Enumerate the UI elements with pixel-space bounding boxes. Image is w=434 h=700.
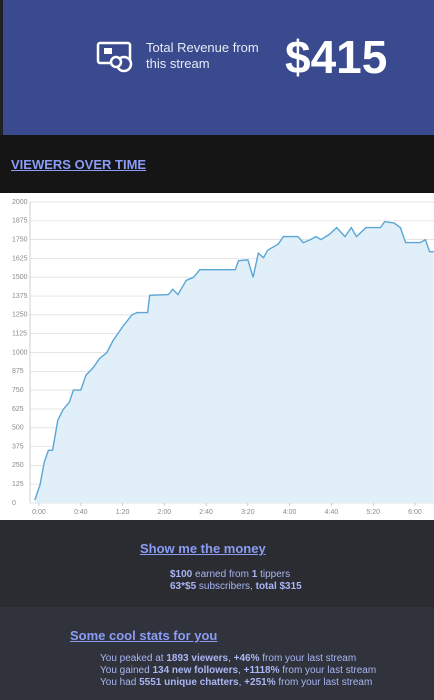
money-text: subscribers, xyxy=(196,581,256,592)
x-tick-label: 3:20 xyxy=(241,509,255,516)
stats-text: from your last stream xyxy=(279,665,377,676)
money-line: $100 earned from 1 tippers xyxy=(170,569,290,580)
money-value: $100 xyxy=(170,569,193,580)
revenue-label: Total Revenue from this stream xyxy=(146,40,259,71)
y-tick-label: 125 xyxy=(12,481,24,488)
money-value: 63*$5 xyxy=(170,581,197,592)
y-tick-label: 0 xyxy=(12,500,16,507)
y-tick-label: 375 xyxy=(12,443,24,450)
money-section: Show me the money $100 earned from 1 tip… xyxy=(0,520,434,607)
x-tick-label: 0:00 xyxy=(32,509,46,516)
y-tick-label: 875 xyxy=(12,368,24,375)
y-tick-label: 1875 xyxy=(12,218,28,225)
stats-section: Some cool stats for you You peaked at 18… xyxy=(0,607,434,700)
stats-value: +1118% xyxy=(243,665,280,676)
x-tick-label: 4:40 xyxy=(325,509,339,516)
line xyxy=(34,220,434,501)
x-tick-label: 4:00 xyxy=(283,509,297,516)
money-icon xyxy=(96,41,133,73)
section-header: VIEWERS OVER TIME xyxy=(0,135,434,193)
stats-text: , xyxy=(238,665,244,676)
x-tick-label: 2:00 xyxy=(158,509,172,516)
stats-value: 5551 unique chatters xyxy=(139,677,239,688)
stats-text: You had xyxy=(100,677,140,688)
area xyxy=(34,221,434,503)
chart: 0 125 250 375 500 625 750 875 1000 1125 1250 1375 15… xyxy=(0,193,434,520)
stats-value: 134 new followers xyxy=(152,665,239,676)
stats-value: +46% xyxy=(233,653,260,664)
stats-text: from your last stream xyxy=(259,653,357,664)
x-tick-label: 6:00 xyxy=(408,509,422,516)
y-tick-label: 1750 xyxy=(12,236,28,243)
stats-line: You had 5551 unique chatters, +251% from… xyxy=(100,677,372,688)
x-tick-label: 0:40 xyxy=(74,509,88,516)
stats-text: from your last stream xyxy=(275,677,373,688)
stats-text: , xyxy=(228,653,234,664)
x-tick-label: 1:20 xyxy=(116,509,130,516)
x-tick-label: 5:20 xyxy=(366,509,380,516)
money-text: tippers xyxy=(257,569,291,580)
y-tick-label: 2000 xyxy=(12,199,28,206)
stats-line: You gained 134 new followers, +1118% fro… xyxy=(100,665,376,676)
y-tick-label: 250 xyxy=(12,462,24,469)
stats-value: +251% xyxy=(244,677,276,688)
y-tick-label: 625 xyxy=(12,406,24,413)
y-tick-label: 1250 xyxy=(12,312,28,319)
y-tick-label: 1500 xyxy=(12,274,28,281)
y-tick-label: 1625 xyxy=(12,255,28,262)
stats-text: You peaked at xyxy=(100,653,167,664)
stats-text: You gained xyxy=(100,665,153,676)
stats-title[interactable]: Some cool stats for you xyxy=(70,628,218,643)
x-tick-label: 2:40 xyxy=(199,509,213,516)
section-title[interactable]: VIEWERS OVER TIME xyxy=(11,157,147,172)
money-line: 63*$5 subscribers, total $315 xyxy=(170,581,302,592)
revenue-amount: $415 xyxy=(285,31,388,83)
money-text: earned from xyxy=(192,569,252,580)
money-value: 1 xyxy=(251,569,258,580)
money-title[interactable]: Show me the money xyxy=(140,541,266,556)
stats-line: You peaked at 1893 viewers, +46% from yo… xyxy=(100,653,356,664)
y-tick-label: 750 xyxy=(12,387,24,394)
y-tick-label: 1125 xyxy=(12,331,27,338)
revenue-header: Total Revenue from this stream $415 xyxy=(3,0,434,135)
stats-value: 1893 viewers xyxy=(166,653,229,664)
money-value: total $315 xyxy=(255,581,302,592)
y-tick-label: 500 xyxy=(12,425,24,432)
stats-text: , xyxy=(238,677,245,688)
y-tick-label: 1375 xyxy=(12,293,28,300)
y-tick-label: 1000 xyxy=(12,349,28,356)
